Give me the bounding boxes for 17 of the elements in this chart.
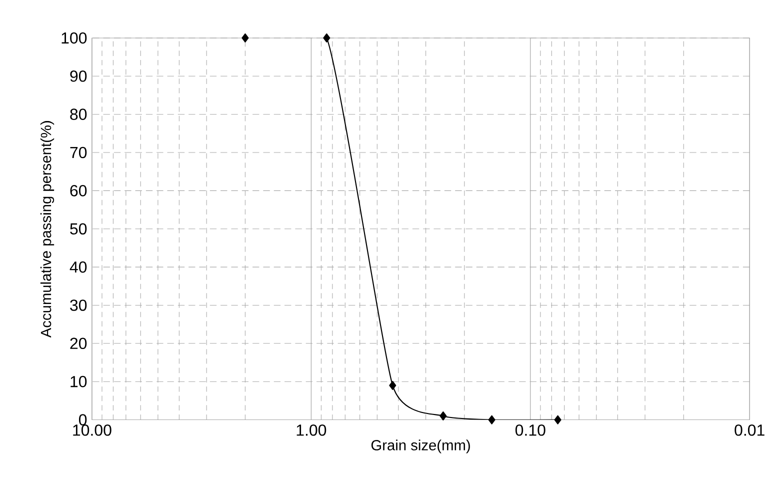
y-axis-title: Accumulative passing persent(%)	[40, 121, 54, 338]
y-tick-label: 70	[70, 146, 87, 158]
y-tick-label: 20	[70, 338, 87, 350]
y-tick-label: 90	[70, 70, 87, 82]
x-tick-label: 1.00	[296, 424, 326, 436]
y-tick-label: 0	[78, 414, 87, 426]
y-tick-label: 30	[70, 300, 87, 312]
x-tick-label: 0.01	[734, 424, 764, 436]
y-tick-label: 10	[70, 376, 87, 388]
y-tick-label: 40	[70, 262, 87, 273]
y-tick-label: 60	[70, 185, 87, 196]
x-tick-label: 0.10	[515, 424, 546, 436]
x-tick-label: 10.00	[73, 424, 112, 436]
y-tick-label: 50	[70, 223, 87, 235]
y-tick-label: 100	[62, 32, 87, 44]
y-tick-label: 80	[70, 108, 87, 120]
x-axis-title: Grain size(mm)	[371, 440, 470, 454]
